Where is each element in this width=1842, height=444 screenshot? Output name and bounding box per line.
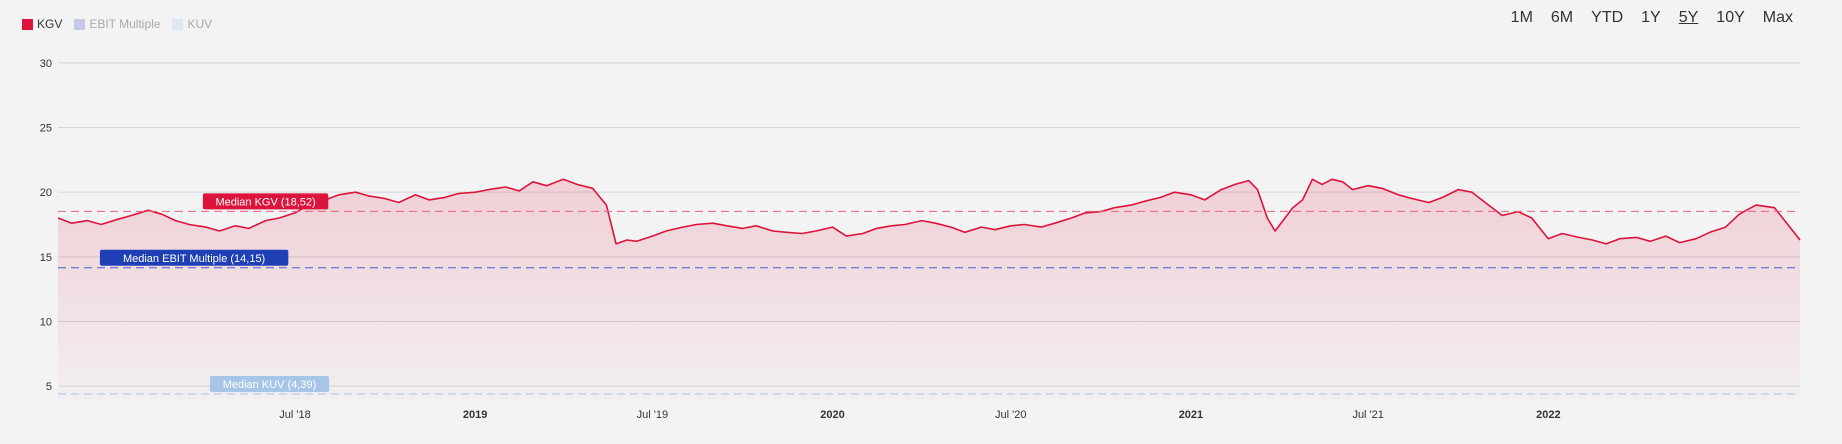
x-tick-label: 2022: [1536, 409, 1560, 421]
x-tick-label: Jul '21: [1352, 409, 1383, 421]
x-tick-label: Jul '18: [279, 409, 310, 421]
y-tick-label: 5: [46, 381, 52, 393]
range-button-1m[interactable]: 1M: [1510, 9, 1533, 26]
median-label-box: [202, 193, 329, 210]
x-tick-label: 2021: [1179, 409, 1203, 421]
chart-legend: KGV EBIT Multiple KUV: [22, 17, 212, 31]
x-tick-label: Jul '20: [995, 409, 1026, 421]
range-button-ytd[interactable]: YTD: [1591, 9, 1624, 26]
x-tick-label: 2019: [463, 409, 487, 421]
median-label-box: [209, 375, 330, 392]
median-label-box: [99, 249, 289, 266]
median-label: Median KUV (4,39): [223, 379, 317, 391]
kgv-area-fill: [58, 179, 1800, 399]
legend-item-ebit-multiple[interactable]: EBIT Multiple: [74, 17, 160, 31]
median-label: Median KGV (18,52): [215, 196, 315, 208]
y-tick-label: 30: [40, 58, 52, 70]
legend-label: EBIT Multiple: [89, 17, 161, 31]
legend-swatch-kgv: [22, 18, 33, 30]
range-selector: 1M 6M YTD 1Y 5Y 10Y Max: [1502, 7, 1802, 29]
legend-swatch-ebit: [74, 18, 86, 30]
y-tick-label: 25: [40, 123, 52, 135]
range-button-max[interactable]: Max: [1762, 9, 1793, 26]
y-tick-label: 10: [40, 316, 52, 328]
kgv-series-line: [57, 178, 1801, 245]
legend-swatch-kuv: [172, 18, 184, 30]
range-button-6m[interactable]: 6M: [1550, 9, 1574, 26]
range-button-1y[interactable]: 1Y: [1641, 9, 1661, 26]
range-button-10y[interactable]: 10Y: [1716, 9, 1745, 26]
x-tick-label: 2020: [820, 409, 844, 421]
legend-label: KUV: [187, 17, 213, 31]
median-label: Median EBIT Multiple (14,15): [123, 253, 265, 265]
x-tick-label: Jul '19: [637, 409, 668, 421]
legend-item-kgv[interactable]: KGV: [22, 17, 62, 31]
legend-label: KGV: [37, 17, 63, 31]
legend-item-kuv[interactable]: KUV: [172, 17, 212, 31]
y-tick-label: 20: [40, 187, 52, 199]
y-tick-label: 15: [40, 252, 52, 264]
range-button-5y[interactable]: 5Y: [1678, 9, 1699, 26]
